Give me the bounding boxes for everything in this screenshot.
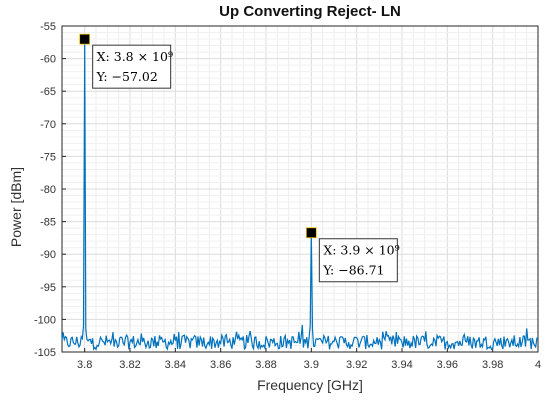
x-tick-label: 4 <box>535 359 541 371</box>
y-tick-label: -55 <box>40 21 56 33</box>
y-tick-label: -60 <box>40 54 56 66</box>
datatip-y-text: Y: −57.02 <box>96 69 158 84</box>
spectrum-trace <box>61 39 539 351</box>
x-tick-label: 3.8 <box>77 359 92 371</box>
y-tick-label: -75 <box>40 151 56 163</box>
datatip-marker[interactable] <box>79 33 91 45</box>
x-tick-label: 3.92 <box>346 359 367 371</box>
y-tick-label: -80 <box>40 184 56 196</box>
datatip-y-text: Y: −86.71 <box>322 263 384 278</box>
x-tick-label: 3.96 <box>437 359 458 371</box>
x-tick-label: 3.82 <box>119 359 140 371</box>
y-axis: -55 -60 -65 -70 -75 -80 -85 -90 -95 -100 -105 <box>34 21 66 359</box>
datatip-x-text: X: 3.8 × 10⁹ <box>97 49 173 64</box>
datatip-x-text: X: 3.9 × 10⁹ <box>323 243 399 258</box>
y-tick-label: -95 <box>40 282 56 294</box>
y-tick-label: -100 <box>34 314 56 326</box>
x-tick-label: 3.84 <box>165 359 186 371</box>
x-tick-label: 3.94 <box>391 359 412 371</box>
chart-title: Up Converting Reject- LN <box>219 3 401 20</box>
y-tick-label: -65 <box>40 86 56 98</box>
y-tick-label: -105 <box>34 347 56 359</box>
y-tick-label: -70 <box>40 119 56 131</box>
datatip-box <box>318 238 398 283</box>
datatips: X: 3.8 × 10⁹ Y: −57.02 X: 3.9 × 10⁹ Y: −86.… <box>79 33 400 283</box>
datatip-marker[interactable] <box>305 227 317 239</box>
y-tick-label: -85 <box>40 217 56 229</box>
x-tick-label: 3.88 <box>255 359 276 371</box>
x-tick-label: 3.9 <box>304 359 319 371</box>
x-axis: 3.8 3.82 3.84 3.86 3.88 3.9 3.92 3.94 3.96 3.98 4 <box>77 348 541 371</box>
x-tick-label: 3.86 <box>210 359 231 371</box>
datatip-box <box>92 44 172 89</box>
x-axis-label: Frequency [GHz] <box>257 377 363 393</box>
y-tick-label: -90 <box>40 249 56 261</box>
x-tick-label: 3.98 <box>482 359 503 371</box>
y-axis-label: Power [dBm] <box>8 167 24 247</box>
